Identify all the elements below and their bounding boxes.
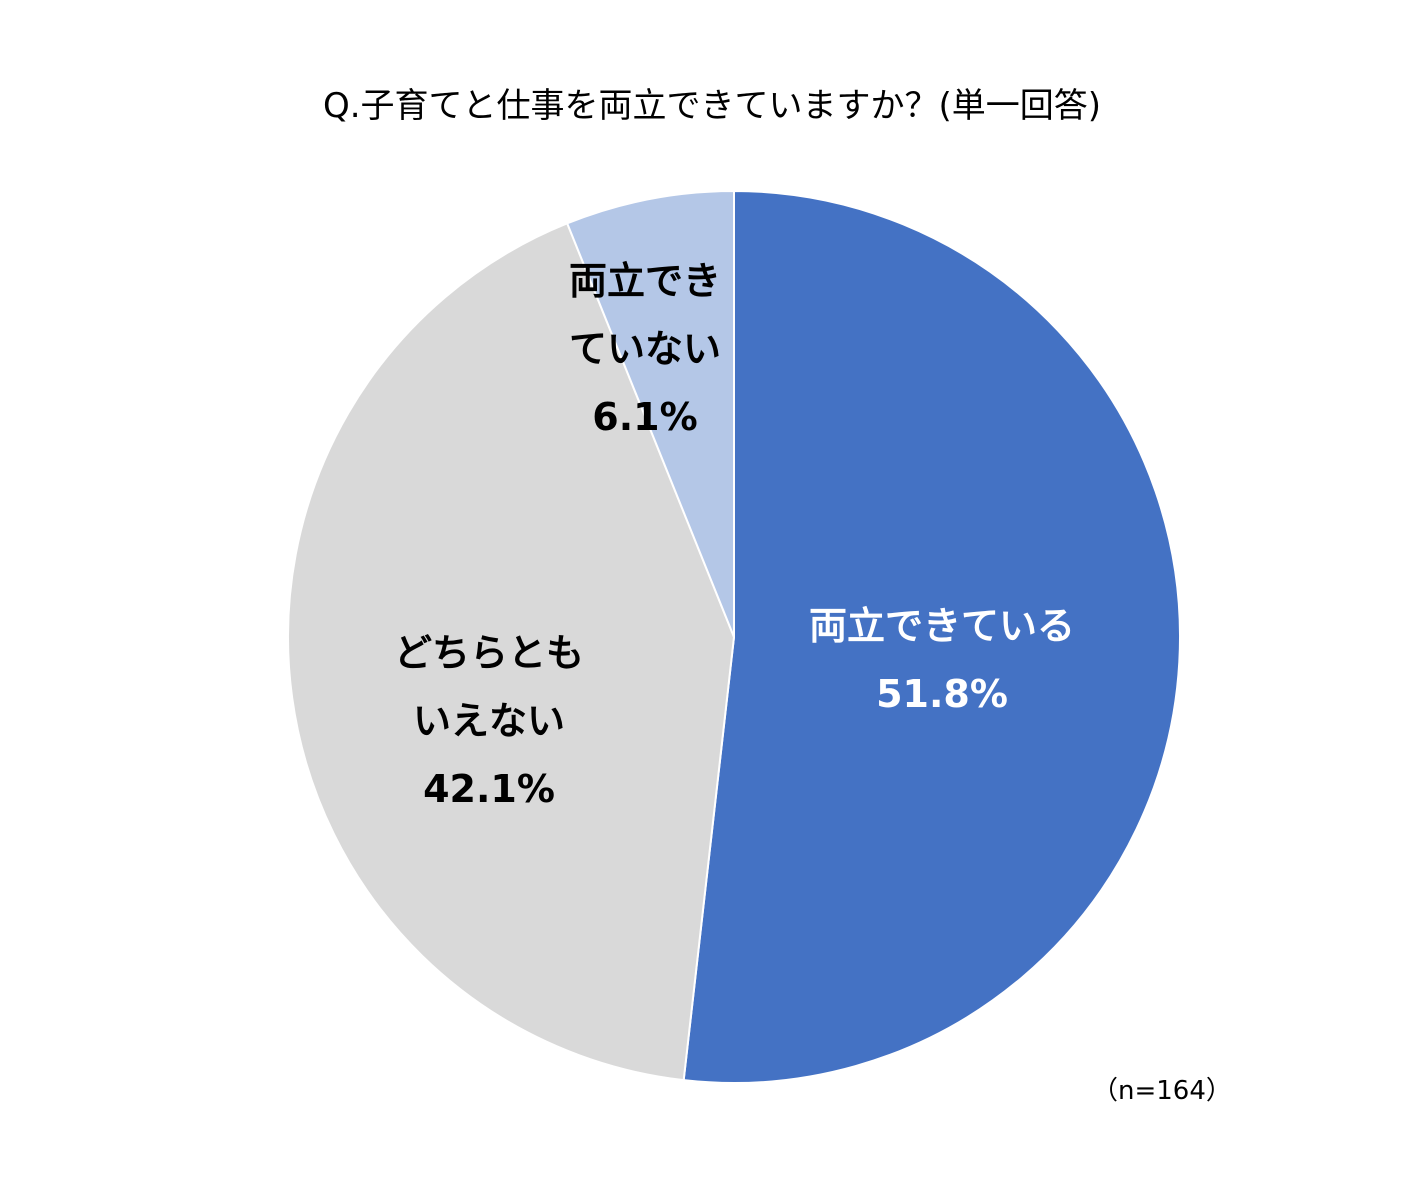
- sample-size-note: （n=164）: [1092, 1076, 1232, 1106]
- slice-label-not-balanced-value: 6.1%: [592, 395, 698, 439]
- slice-label-neither-name-2: いえない: [412, 699, 566, 743]
- slice-label-not-balanced-name-2: ていない: [568, 327, 722, 371]
- slice-label-balanced-value: 51.8%: [876, 672, 1008, 716]
- slice-label-neither-name-1: どちらとも: [393, 631, 585, 675]
- slice-label-neither-value: 42.1%: [423, 767, 555, 811]
- slice-label-not-balanced: 両立でき ていない 6.1%: [569, 247, 721, 451]
- pie-slice-1: [287, 222, 736, 1082]
- pie-slice-0: [682, 189, 1182, 1084]
- slice-label-not-balanced-name-1: 両立でき: [568, 259, 722, 303]
- chart-title: Q.子育てと仕事を両立できていますか？(単一回答): [322, 86, 1102, 126]
- slice-label-balanced-name: 両立できている: [808, 604, 1076, 648]
- pie-slice-2: [565, 189, 735, 638]
- slice-label-balanced: 両立できている 51.8%: [809, 592, 1075, 728]
- slice-label-neither: どちらとも いえない 42.1%: [394, 619, 584, 823]
